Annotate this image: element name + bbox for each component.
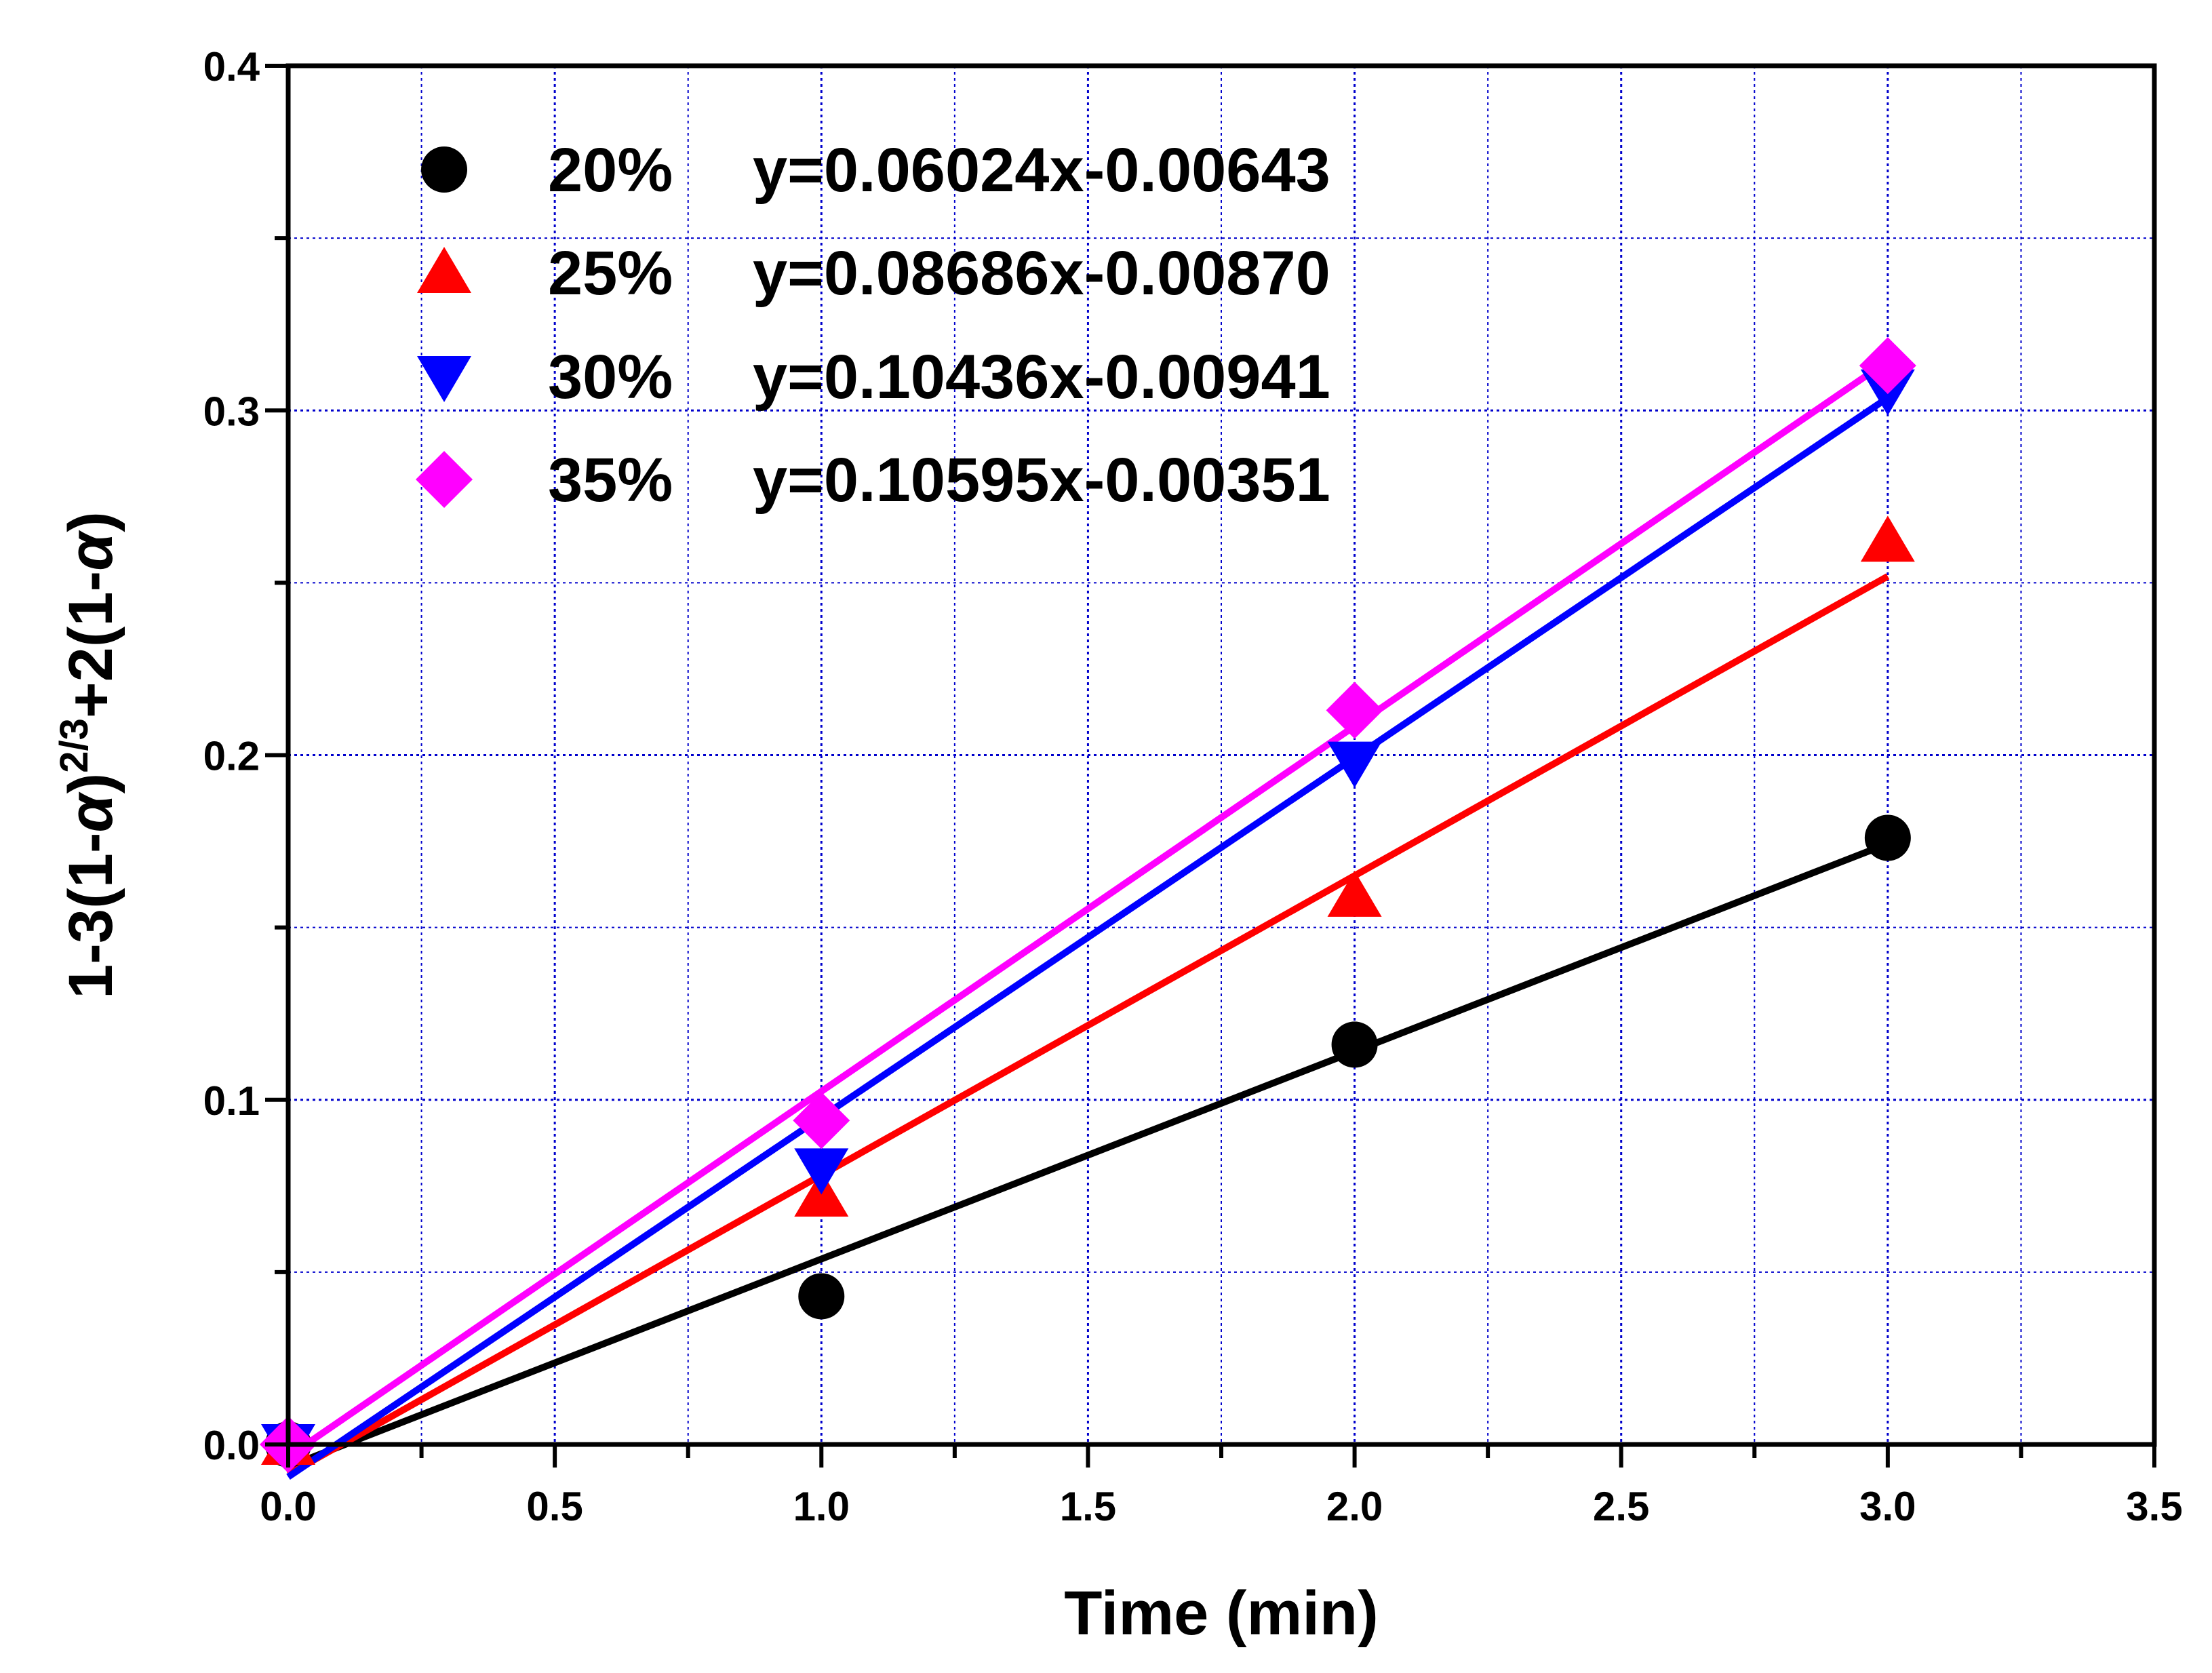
y-axis-title-end: ) bbox=[56, 511, 125, 532]
legend-marker-30pct bbox=[417, 356, 471, 402]
y-axis-title-alpha-1: α bbox=[56, 791, 125, 832]
x-tick-label: 3.0 bbox=[1859, 1484, 1916, 1529]
legend-marker-35pct bbox=[416, 451, 473, 508]
data-point-30pct bbox=[794, 1148, 849, 1195]
legend-label: 20% bbox=[548, 136, 673, 205]
legend-equation: y=0.06024x-0.00643 bbox=[753, 136, 1330, 205]
fit-line-30pct bbox=[286, 395, 1890, 1480]
x-axis-title: Time (min) bbox=[1064, 1579, 1378, 1648]
y-axis-title-pre: 1-3(1- bbox=[56, 832, 125, 998]
y-tick-label: 0.3 bbox=[203, 389, 260, 434]
legend-marker-20pct bbox=[421, 146, 467, 193]
x-tick-label: 1.0 bbox=[793, 1484, 850, 1529]
legend-equation: y=0.10436x-0.00941 bbox=[753, 342, 1330, 412]
data-point-20pct bbox=[1331, 1021, 1378, 1068]
data-point-30pct bbox=[1327, 741, 1382, 788]
x-tick-label: 0.5 bbox=[526, 1484, 582, 1529]
y-axis-title-superscript: 2/3 bbox=[52, 718, 96, 773]
data-point-20pct bbox=[798, 1273, 845, 1320]
x-tick-label: 1.5 bbox=[1060, 1484, 1116, 1529]
data-point-35pct bbox=[793, 1092, 850, 1149]
y-tick-label: 0.4 bbox=[203, 44, 260, 90]
legend-equation: y=0.10595x-0.00351 bbox=[753, 446, 1330, 515]
legend-equation: y=0.08686x-0.00870 bbox=[753, 239, 1330, 308]
data-point-25pct bbox=[1860, 515, 1915, 562]
y-axis-title-alpha-2: α bbox=[56, 530, 125, 571]
fit-line-25pct bbox=[286, 573, 1890, 1478]
x-tick-labels: 0.0 0.5 1.0 1.5 2.0 2.5 3.0 3.5 bbox=[260, 1484, 2182, 1529]
fit-lines bbox=[286, 358, 1890, 1480]
x-tick-label: 2.0 bbox=[1326, 1484, 1383, 1529]
y-tick-label: 0.0 bbox=[203, 1423, 260, 1468]
fit-line-35pct bbox=[286, 358, 1890, 1459]
legend-label: 30% bbox=[548, 342, 673, 412]
y-tick-label: 0.2 bbox=[203, 734, 260, 779]
fit-line-20pct bbox=[287, 840, 1889, 1470]
x-tick-label: 3.5 bbox=[2126, 1484, 2182, 1529]
legend: 20% y=0.06024x-0.00643 25% y=0.08686x-0.008… bbox=[416, 136, 1330, 515]
data-point-35pct bbox=[1326, 682, 1383, 739]
axis-ticks bbox=[265, 64, 2156, 1468]
data-markers bbox=[260, 337, 1916, 1473]
legend-label: 35% bbox=[548, 446, 673, 515]
y-axis-title: 1-3(1-α)2/3+2(1-α) bbox=[52, 511, 125, 999]
data-point-35pct bbox=[1859, 337, 1916, 395]
data-point-20pct bbox=[1864, 814, 1911, 861]
y-axis-title-mid: ) bbox=[56, 773, 125, 794]
y-tick-labels: 0.0 0.1 0.2 0.3 0.4 bbox=[203, 44, 260, 1468]
x-tick-label: 2.5 bbox=[1593, 1484, 1649, 1529]
legend-marker-25pct bbox=[417, 247, 471, 293]
y-axis-title-post: +2(1- bbox=[56, 571, 125, 718]
data-point-25pct bbox=[1327, 870, 1382, 917]
legend-label: 25% bbox=[548, 239, 673, 308]
x-tick-label: 0.0 bbox=[260, 1484, 316, 1529]
y-tick-label: 0.1 bbox=[203, 1078, 260, 1124]
